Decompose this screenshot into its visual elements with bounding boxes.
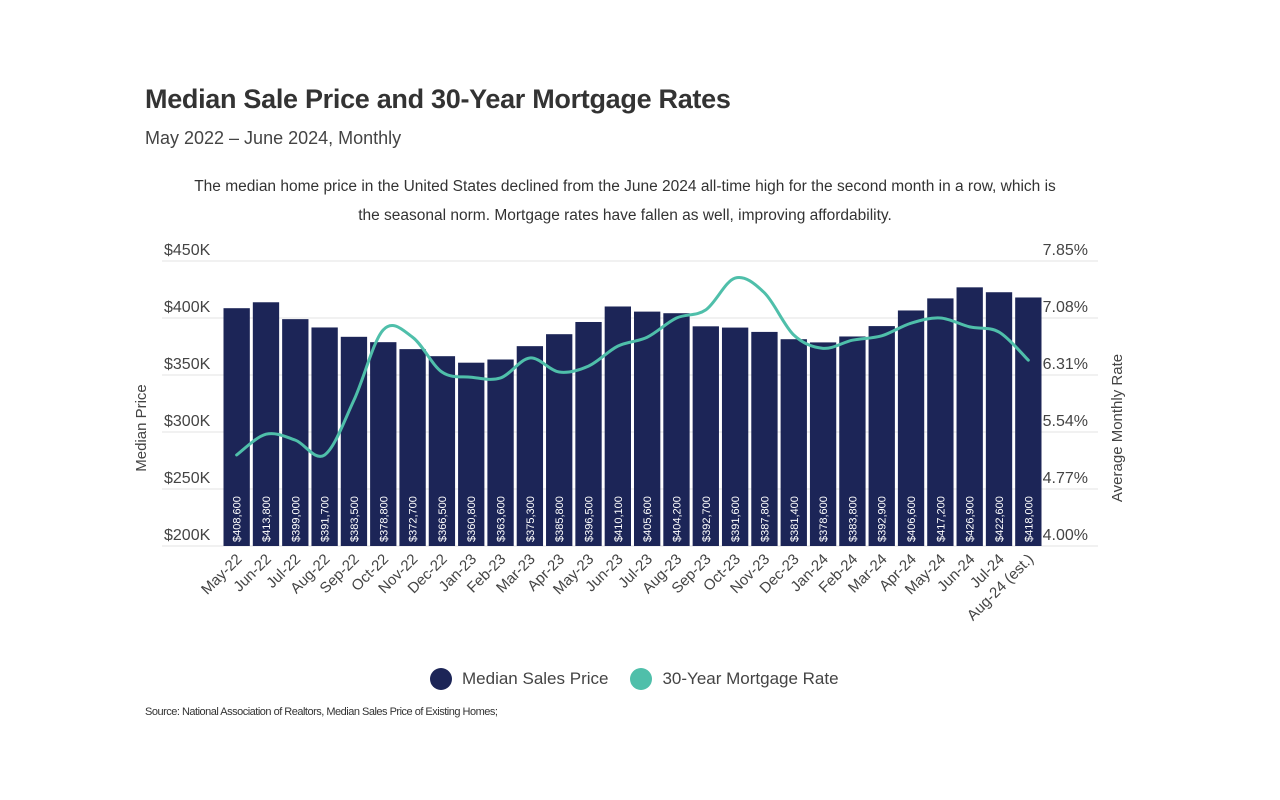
bar-label: $422,600 <box>994 496 1006 542</box>
y-tick-label: $350K <box>164 356 211 373</box>
bar-label: $383,800 <box>847 496 859 542</box>
bar-label: $363,600 <box>496 496 508 542</box>
legend-dot-navy-icon <box>430 668 452 690</box>
bar-label: $381,400 <box>789 496 801 542</box>
y-tick-label: $250K <box>164 470 211 487</box>
y-tick-label: $400K <box>164 299 211 316</box>
legend: Median Sales Price 30-Year Mortgage Rate <box>430 668 861 690</box>
bar-label: $404,200 <box>671 496 683 542</box>
bar <box>516 346 544 546</box>
bar-label: $378,600 <box>818 496 830 542</box>
chart-title: Median Sale Price and 30-Year Mortgage R… <box>145 84 731 114</box>
bar <box>282 319 309 546</box>
combo-chart: $408,600 $413,800 $399,000 $391,700 $383,500… <box>133 242 1126 624</box>
bar <box>751 331 778 546</box>
bar <box>223 308 250 546</box>
legend-item-mortgage-rate[interactable]: 30-Year Mortgage Rate <box>630 668 839 690</box>
legend-dot-teal-icon <box>630 668 653 690</box>
bar-label: $375,300 <box>525 496 537 542</box>
bar <box>311 327 338 546</box>
bar <box>839 336 866 546</box>
y2-tick-label: 4.00% <box>1043 527 1088 544</box>
rate-line-group <box>235 275 1030 458</box>
bar-label: $418,000 <box>1023 496 1035 542</box>
bar-label: $413,800 <box>261 496 273 542</box>
legend-label: 30-Year Mortgage Rate <box>662 669 839 688</box>
bar <box>370 342 397 546</box>
bar <box>458 362 485 546</box>
bar-label: $378,800 <box>378 496 390 542</box>
bar-label: $426,900 <box>965 496 977 542</box>
bar <box>487 359 514 546</box>
bar <box>340 336 368 546</box>
bar-label: $385,800 <box>554 496 566 542</box>
y-tick-label: $300K <box>164 413 211 430</box>
bar-label: $383,500 <box>349 496 361 542</box>
bar-label: $406,600 <box>906 496 918 542</box>
bar-label: $387,800 <box>759 496 771 542</box>
bar-label: $396,500 <box>584 496 596 542</box>
legend-item-median-sales-price[interactable]: Median Sales Price <box>430 668 608 690</box>
bar <box>956 287 983 546</box>
left-axis: $200K $250K $300K $350K $400K $450K <box>164 242 211 544</box>
bar <box>721 327 749 546</box>
bar <box>1015 297 1042 546</box>
chart-subtitle: May 2022 – June 2024, Monthly <box>145 128 402 148</box>
bar <box>252 302 280 546</box>
bar-label: $391,700 <box>320 496 332 542</box>
bar <box>663 313 690 546</box>
bar-label: $366,500 <box>437 496 449 542</box>
legend-label: Median Sales Price <box>462 669 609 688</box>
chart-description: The median home price in the United Stat… <box>194 178 1056 224</box>
right-axis: 4.00% 4.77% 5.54% 6.31% 7.08% 7.85% <box>1043 242 1088 544</box>
bar <box>868 326 895 546</box>
bar-label: $405,600 <box>642 496 654 542</box>
bar <box>809 342 837 546</box>
bar <box>634 311 661 546</box>
bar-labels: $408,600 $413,800 $399,000 $391,700 $383,500… <box>232 496 1036 542</box>
y2-tick-label: 7.85% <box>1043 242 1088 259</box>
bar <box>927 298 954 546</box>
y2-axis-label: Average Monthly Rate <box>1109 354 1126 502</box>
y2-tick-label: 7.08% <box>1043 299 1088 316</box>
bar-label: $360,800 <box>466 496 478 542</box>
y2-tick-label: 4.77% <box>1043 470 1088 487</box>
bar <box>897 310 925 546</box>
bar-label: $417,200 <box>935 496 947 542</box>
bar <box>428 356 456 546</box>
bar-label: $392,900 <box>877 496 889 542</box>
x-axis: May-22Jun-22Jul-22Aug-22Sep-22Oct-22Nov-… <box>198 551 1037 624</box>
source-note: Source: National Association of Realtors… <box>145 706 498 718</box>
bars <box>223 287 1042 546</box>
bar-label: $391,600 <box>730 496 742 542</box>
y2-tick-label: 5.54% <box>1043 413 1088 430</box>
mortgage-rate-line <box>235 275 1030 458</box>
bar-label: $408,600 <box>232 496 244 542</box>
bar <box>780 339 807 546</box>
y-axis-label: Median Price <box>133 384 150 472</box>
y-tick-label: $200K <box>164 527 211 544</box>
y2-tick-label: 6.31% <box>1043 356 1088 373</box>
bar <box>985 292 1013 546</box>
bar <box>692 326 719 546</box>
bar-label: $399,000 <box>290 496 302 542</box>
bar <box>399 349 426 546</box>
y-tick-label: $450K <box>164 242 211 259</box>
bar-label: $392,700 <box>701 496 713 542</box>
bar-label: $410,100 <box>613 496 625 542</box>
bar-label: $372,700 <box>408 496 420 542</box>
